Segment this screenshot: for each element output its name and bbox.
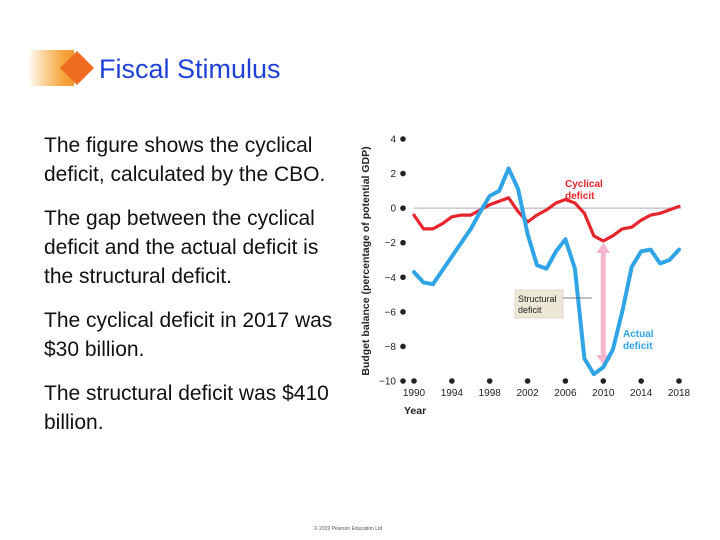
x-tick-dot: [486, 378, 493, 384]
y-tick-label: 4: [390, 135, 396, 146]
x-tick-label: 1998: [479, 388, 502, 399]
x-axis-label: Year: [404, 405, 426, 417]
y-tick-dot: [400, 274, 406, 281]
actual-deficit-label: deficit: [623, 341, 653, 352]
y-tick-dot: [400, 309, 406, 315]
structural-deficit-label-box: [514, 289, 564, 319]
structural-deficit-label: deficit: [518, 305, 542, 315]
x-tick-dot: [449, 378, 455, 384]
budget-balance-chart: 4 2 0 −2 −4 −6 −8 −10 1990 1994 1998 2002 2006 2010 20…: [360, 135, 691, 418]
x-tick-dot: [562, 378, 569, 384]
actual-deficit-line: [412, 166, 681, 377]
bullet-3: The cyclical deficit in 2017 was $30 bil…: [44, 309, 333, 361]
y-tick-dot: [400, 239, 406, 246]
x-tick-label: 2002: [516, 388, 539, 399]
cyclical-deficit-label: deficit: [565, 191, 595, 202]
structural-gap-arrowhead-up: [596, 242, 611, 253]
y-tick-dot: [400, 136, 406, 142]
y-axis-label: Budget balance (percentage of potential …: [360, 146, 372, 375]
y-tick-label: −4: [385, 273, 397, 284]
bullet-list: The figure shows the cyclical deficit, c…: [44, 131, 334, 452]
structural-deficit-label: Structural: [518, 294, 557, 304]
x-tick-label: 2014: [630, 388, 653, 399]
x-tick-dot: [676, 378, 682, 384]
x-tick-dot: [600, 378, 607, 384]
x-tick-dot: [638, 378, 644, 384]
y-tick-dot: [400, 378, 406, 384]
x-tick-dot: [411, 378, 417, 384]
x-tick-label: 2006: [554, 388, 577, 399]
y-tick-label: −6: [385, 307, 397, 318]
y-tick-label: −10: [379, 377, 396, 388]
y-tick-label: −8: [385, 342, 397, 353]
bullet-2: The gap between the cyclical deficit and…: [44, 207, 319, 288]
bullet-4: The structural deficit was $410 billion.: [44, 382, 329, 434]
cyclical-deficit-line: [412, 196, 681, 243]
title-decoration: [28, 50, 94, 86]
x-tick-label: 1990: [403, 388, 426, 399]
y-tick-dot: [400, 205, 406, 211]
x-tick-label: 2018: [668, 388, 691, 399]
bullet-1: The figure shows the cyclical deficit, c…: [44, 134, 326, 186]
cyclical-deficit-label: Cyclical: [565, 179, 603, 190]
x-tick-label: 1994: [441, 388, 464, 399]
y-tick-label: −2: [385, 238, 397, 249]
y-tick-dot: [400, 343, 406, 350]
copyright-footer: © 2019 Pearson Education Ltd: [314, 526, 383, 532]
x-tick-label: 2010: [592, 388, 615, 399]
actual-deficit-label: Actual: [623, 329, 654, 340]
y-tick-label: 2: [390, 169, 396, 180]
page-title: Fiscal Stimulus: [99, 54, 281, 84]
x-tick-dot: [524, 378, 531, 384]
y-tick-label: 0: [390, 204, 396, 215]
y-tick-dot: [400, 170, 406, 177]
